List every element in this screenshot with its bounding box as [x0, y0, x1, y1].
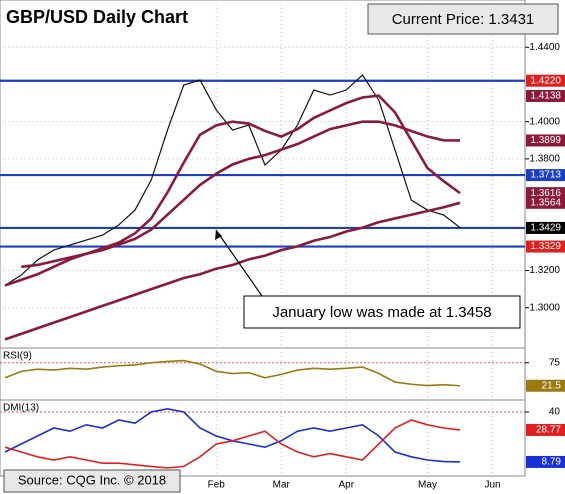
arrow-head: [215, 230, 222, 240]
x-tick-label: Feb: [208, 480, 226, 491]
last-value-box: [526, 423, 565, 436]
price-label: 1.3564: [530, 197, 561, 208]
price-label-box: [526, 187, 565, 200]
series-line: [4, 359, 461, 387]
price-label-box: [526, 89, 565, 102]
series-line: [4, 419, 461, 469]
price-label: 1.4220: [530, 75, 561, 86]
source: Source: CQG Inc. © 2018: [18, 472, 166, 487]
source-box: [3, 469, 181, 493]
x-tick-label: Jun: [484, 480, 500, 491]
price-label: 1.3329: [530, 241, 561, 252]
series-line: [4, 74, 461, 286]
annotation: January low was made at 1.3458: [272, 304, 491, 321]
price-label-box: [526, 196, 565, 209]
price-label: 1.3713: [530, 170, 561, 181]
price-label-box: [526, 74, 565, 87]
arrow-line: [215, 229, 263, 297]
x-tick-label: Mar: [273, 480, 291, 491]
y-tick-label: 1.4400: [529, 42, 560, 53]
price-label-box: [526, 240, 565, 253]
last-value: 21.5: [542, 380, 562, 391]
last-value-box: [526, 455, 565, 468]
x-tick-label: Apr: [338, 480, 354, 491]
series-line: [4, 201, 461, 341]
price-label-box: [526, 221, 565, 234]
chart-title: GBP/USD Daily Chart: [6, 7, 188, 27]
y-tick-label: 1.4000: [529, 116, 560, 127]
panel-label: DMI(13): [3, 403, 39, 414]
price-label-box: [526, 134, 565, 147]
y-tick-label: 40: [549, 407, 561, 418]
price-label: 1.3899: [530, 135, 561, 146]
y-tick-label: 75: [549, 357, 561, 368]
panel-label: RSI(9): [3, 351, 32, 362]
price-label: 1.3616: [530, 188, 561, 199]
price-label: 1.3429: [530, 223, 561, 234]
price-label: 1.4138: [530, 91, 561, 102]
plot-frame: [0, 0, 526, 477]
y-tick-label: 1.3000: [529, 302, 560, 313]
current-price: Current Price: 1.3431: [392, 11, 535, 28]
last-value-box: [526, 379, 565, 392]
y-tick-label: 1.3800: [529, 154, 560, 165]
y-tick-label: 1.3200: [529, 265, 560, 276]
last-value: 8.79: [542, 457, 562, 468]
x-tick-label: May: [418, 480, 437, 491]
last-value: 28.77: [536, 425, 561, 436]
series-line: [21, 120, 461, 269]
price-label-box: [526, 169, 565, 182]
current-price-box: [367, 3, 559, 35]
annotation-box: [243, 295, 521, 329]
